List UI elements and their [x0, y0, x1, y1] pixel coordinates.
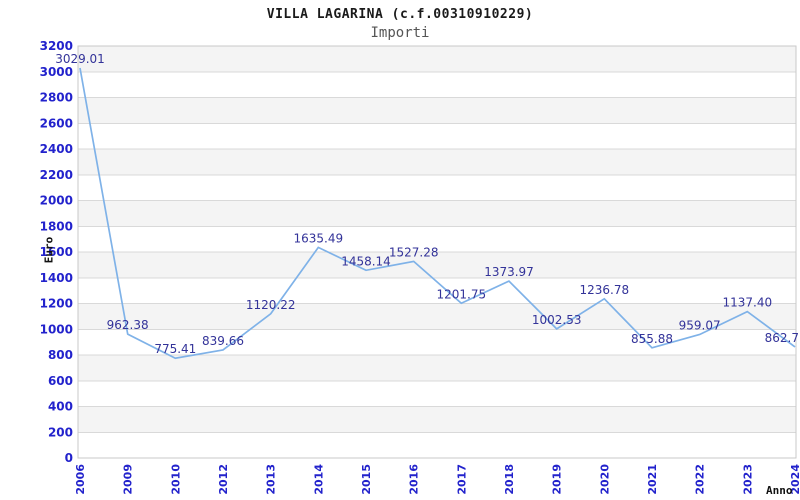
x-tick-label: 2006 — [74, 464, 87, 495]
data-point-label: 1527.28 — [389, 245, 439, 259]
x-tick-label: 2014 — [312, 464, 325, 495]
grid-band — [78, 329, 796, 355]
y-tick-label: 1400 — [40, 271, 73, 285]
data-point-label: 1002.53 — [532, 313, 582, 327]
y-tick-label: 1000 — [40, 322, 73, 336]
x-tick-label: 2013 — [265, 464, 278, 495]
grid-band — [78, 71, 796, 98]
grid-band — [78, 380, 796, 407]
y-tick-label: 800 — [48, 348, 73, 362]
data-point-label: 1635.49 — [294, 231, 344, 245]
grid-band — [78, 355, 796, 381]
data-line — [79, 67, 796, 360]
y-tick-label: 400 — [48, 400, 73, 414]
data-point-label: 1373.97 — [484, 265, 534, 279]
y-tick-label: 2400 — [40, 142, 73, 156]
data-point-label: 862.7 — [765, 331, 799, 345]
x-tick-label: 2021 — [646, 464, 659, 495]
x-tick-label: 2010 — [169, 464, 182, 495]
data-point-label: 855.88 — [631, 332, 673, 346]
x-tick-label: 2019 — [551, 464, 564, 495]
grid-band — [78, 149, 796, 175]
x-tick-label: 2023 — [741, 464, 754, 495]
grid-band — [78, 406, 796, 433]
y-tick-label: 2000 — [40, 194, 73, 208]
grid-band — [78, 226, 796, 252]
y-tick-label: 3000 — [40, 65, 73, 79]
data-point-label: 775.41 — [154, 342, 196, 356]
grid-band — [78, 252, 796, 278]
y-tick-label: 1800 — [40, 219, 73, 233]
x-tick-label: 2009 — [122, 464, 135, 495]
data-point-label: 959.07 — [679, 319, 721, 333]
y-tick-label: 2600 — [40, 116, 73, 130]
chart-title: VILLA LAGARINA (c.f.00310910229) — [266, 7, 534, 22]
grid-band — [78, 432, 796, 458]
data-point-label: 962.38 — [107, 318, 149, 332]
y-tick-label: 3200 — [40, 39, 73, 53]
y-tick-label: 0 — [65, 451, 73, 465]
data-point-label: 1120.22 — [246, 298, 296, 312]
grid-band — [78, 97, 796, 124]
x-tick-label: 2024 — [789, 464, 800, 495]
grid-band — [78, 46, 796, 72]
x-tick-label: 2016 — [408, 464, 421, 495]
grid-band — [78, 303, 796, 330]
data-point-label: 1458.14 — [341, 254, 391, 268]
data-point-label: 839.66 — [202, 334, 244, 348]
grid-band — [78, 174, 796, 201]
data-point-label: 1137.40 — [723, 296, 773, 310]
y-tick-label: 2800 — [40, 91, 73, 105]
x-tick-label: 2012 — [217, 464, 230, 495]
grid-band — [78, 200, 796, 227]
data-point-label: 1236.78 — [580, 283, 630, 297]
data-point-label: 3029.01 — [55, 52, 105, 66]
x-tick-label: 2022 — [694, 464, 707, 495]
data-point-label: 1201.75 — [437, 287, 487, 301]
y-tick-label: 200 — [48, 425, 73, 439]
x-axis-title: Anno — [766, 484, 793, 497]
chart-subtitle: Importi — [370, 25, 430, 41]
x-tick-label: 2015 — [360, 464, 373, 495]
x-tick-label: 2020 — [598, 464, 611, 495]
x-tick-label: 2018 — [503, 464, 516, 495]
plot-border — [77, 45, 797, 459]
y-tick-label: 1600 — [40, 245, 73, 259]
x-tick-label: 2017 — [455, 464, 468, 495]
grid-band — [78, 123, 796, 149]
y-tick-label: 600 — [48, 374, 73, 388]
y-tick-label: 1200 — [40, 297, 73, 311]
y-tick-label: 2200 — [40, 168, 73, 182]
y-axis-title: Euro — [42, 236, 56, 264]
